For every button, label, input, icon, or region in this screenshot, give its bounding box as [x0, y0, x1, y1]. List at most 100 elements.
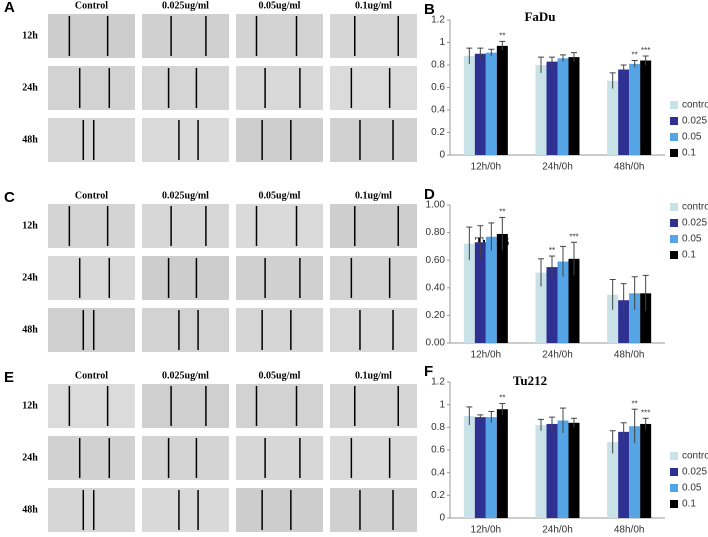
legend-label: 0.1: [682, 148, 696, 159]
chart-title: Tu212: [513, 373, 547, 388]
significance: **: [499, 208, 505, 217]
microscopy-image: [142, 14, 229, 58]
microscopy-image: [48, 436, 135, 480]
column-header: Control: [75, 190, 108, 201]
legend-label: control: [682, 100, 708, 111]
legend-label: 0.1: [682, 499, 696, 510]
y-tick-label: 0.40: [426, 282, 446, 293]
legend-swatch: [670, 452, 678, 460]
y-tick-label: 0.2: [431, 490, 445, 501]
row-label: 24h: [22, 82, 38, 93]
bar: [496, 45, 508, 155]
x-tick-label: 24h/0h: [542, 162, 573, 173]
microscopy-image: [48, 384, 135, 428]
microscopy-image: [330, 66, 417, 110]
y-tick-label: 1: [439, 399, 445, 410]
bar: [640, 60, 652, 155]
legend-label: control: [682, 202, 708, 213]
bar: [629, 293, 641, 343]
column-header: Control: [75, 0, 108, 11]
microscopy-image: [236, 118, 323, 162]
microscopy-image: [48, 14, 135, 58]
y-tick-label: 0.60: [426, 255, 446, 266]
microscopy-image: [330, 204, 417, 248]
legend-label: 0.05: [682, 132, 702, 143]
bar: [485, 236, 497, 343]
y-tick-label: 1: [439, 37, 445, 48]
microscopy-image: [236, 384, 323, 428]
legend-label: 0.025: [682, 467, 707, 478]
microscopy-image: [330, 488, 417, 532]
legend-swatch: [670, 133, 678, 141]
microscopy-image: [236, 436, 323, 480]
bar: [640, 293, 652, 343]
microscopy-image: [236, 66, 323, 110]
microscopy-image: [236, 488, 323, 532]
significance: **: [499, 394, 505, 403]
bar: [618, 431, 630, 518]
legend-swatch: [670, 235, 678, 243]
bar: [546, 61, 558, 155]
microscopy-image: [236, 256, 323, 300]
bar: [618, 69, 630, 155]
y-tick-label: 0.4: [431, 105, 445, 116]
microscopy-image: [142, 308, 229, 352]
bar: [535, 425, 547, 518]
bar: [568, 258, 580, 343]
significance: **: [632, 399, 638, 408]
column-header: 0.025ug/ml: [162, 0, 209, 11]
legend-label: 0.025: [682, 116, 707, 127]
column-header: 0.1ug/ml: [355, 370, 392, 381]
significance: **: [632, 51, 638, 60]
row-label: 12h: [22, 400, 38, 411]
column-header: 0.05ug/ml: [259, 190, 301, 201]
y-tick-label: 0.6: [431, 445, 445, 456]
column-header: 0.1ug/ml: [355, 0, 392, 11]
significance: ***: [569, 232, 578, 241]
microscopy-image: [142, 488, 229, 532]
y-tick-label: 0.8: [431, 60, 445, 71]
y-tick-label: 0: [439, 150, 445, 161]
y-tick-label: 0.6: [431, 82, 445, 93]
column-header: Control: [75, 370, 108, 381]
microscopy-image: [48, 488, 135, 532]
panel-letter: D: [424, 186, 435, 203]
x-tick-label: 12h/0h: [471, 162, 502, 173]
row-label: 48h: [22, 504, 38, 515]
microscopy-image: [48, 308, 135, 352]
panel-letter: F: [424, 363, 433, 380]
microscopy-image: [142, 436, 229, 480]
bar: [557, 261, 569, 343]
panel-letter: E: [4, 369, 14, 386]
column-header: 0.05ug/ml: [259, 0, 301, 11]
legend-swatch: [670, 117, 678, 125]
panel-letter: B: [424, 1, 435, 18]
microscopy-image: [142, 118, 229, 162]
bar: [474, 417, 486, 518]
bar: [607, 294, 619, 343]
bar: [496, 409, 508, 518]
legend-swatch: [670, 468, 678, 476]
bar: [463, 243, 475, 343]
bar: [629, 426, 641, 518]
y-tick-label: 1.2: [431, 15, 445, 26]
row-label: 12h: [22, 220, 38, 231]
y-tick-label: 0.4: [431, 467, 445, 478]
row-label: 48h: [22, 324, 38, 335]
bar: [535, 272, 547, 343]
x-tick-label: 48h/0h: [614, 162, 645, 173]
y-tick-label: 0: [439, 513, 445, 524]
row-label: 12h: [22, 30, 38, 41]
bar: [485, 52, 497, 155]
bar: [474, 53, 486, 155]
x-tick-label: 48h/0h: [614, 350, 645, 361]
microscopy-image: [48, 204, 135, 248]
legend-swatch: [670, 149, 678, 157]
bar: [607, 442, 619, 518]
legend-swatch: [670, 203, 678, 211]
x-tick-label: 24h/0h: [542, 350, 573, 361]
microscopy-image: [236, 204, 323, 248]
bar: [640, 423, 652, 518]
bar: [568, 422, 580, 518]
bar: [629, 63, 641, 155]
